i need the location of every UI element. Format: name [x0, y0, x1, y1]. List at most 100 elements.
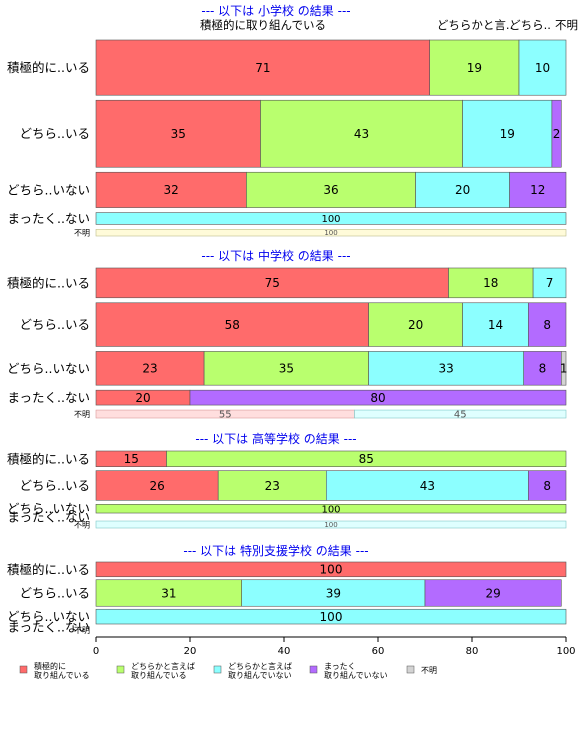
data-label: 1 [560, 362, 568, 376]
data-label: 55 [219, 410, 232, 421]
row-label: まったく..ない [8, 510, 90, 525]
bar-segment [518, 39, 567, 96]
data-label: 19 [467, 61, 482, 75]
data-label: 100 [324, 229, 337, 237]
legend-label: 取り組んでいる [34, 670, 90, 680]
data-label: 20 [135, 391, 150, 405]
data-label: 39 [326, 586, 341, 600]
legend-swatch [19, 665, 28, 674]
data-label: 75 [265, 276, 280, 290]
bar-segment [462, 99, 553, 168]
row-label: どちら..いない [7, 182, 90, 197]
panel-title: --- 以下は 中学校 の結果 --- [201, 248, 350, 263]
bar-segment [424, 579, 562, 607]
row-label: どちら..いる [20, 478, 90, 493]
legend-swatch [116, 665, 125, 674]
bar-segment [203, 351, 369, 386]
data-label: 100 [321, 504, 340, 515]
legend-label: どちらかと言えば [228, 661, 292, 671]
data-label: 36 [323, 183, 338, 197]
x-tick-label: 100 [556, 646, 575, 657]
legend-swatch [213, 665, 222, 674]
bar-segment [95, 520, 567, 529]
legend-label: 取り組んでいない [324, 670, 388, 680]
row-label: どちら..いる [20, 586, 90, 601]
bar-segment [462, 302, 529, 347]
data-label: 35 [279, 362, 294, 376]
x-tick-label: 40 [278, 646, 291, 657]
data-label: 85 [359, 452, 374, 466]
legend-label: 取り組んでいない [228, 670, 292, 680]
row-label: まったく..ない [8, 211, 90, 226]
panel-title: --- 以下は 小学校 の結果 --- [201, 3, 350, 18]
data-label: 23 [142, 362, 157, 376]
row-label: 積極的に..いる [7, 562, 90, 577]
row-label: 不明 [74, 229, 90, 238]
row-label: 不明 [74, 521, 90, 530]
data-label: 18 [483, 276, 498, 290]
bar-segment [95, 561, 567, 578]
data-label: 8 [539, 362, 547, 376]
data-label: 15 [124, 452, 139, 466]
legend-label: まったく [324, 662, 356, 671]
legend-swatch [406, 665, 415, 674]
bar-segment [528, 470, 567, 501]
row-label: どちら..いない [7, 609, 90, 624]
bar-segment [95, 99, 261, 168]
data-label: 8 [543, 318, 551, 332]
bar-segment [415, 171, 510, 208]
data-label: 29 [486, 586, 501, 600]
data-label: 100 [320, 610, 343, 624]
bar-segment [368, 302, 463, 347]
top-category-label: どちらかと言.. [437, 18, 513, 32]
data-label: 2 [553, 127, 561, 141]
row-label: 積極的に..いる [7, 60, 90, 75]
legend-swatch [309, 665, 318, 674]
data-label: 14 [488, 318, 503, 332]
bar-segment [95, 267, 449, 299]
data-label: 45 [454, 410, 467, 421]
data-label: 31 [161, 586, 176, 600]
legend-label: 積極的に [34, 661, 66, 671]
x-tick-label: 20 [184, 646, 197, 657]
bar-segment [166, 450, 567, 467]
bar-segment [523, 351, 562, 386]
bar-segment [95, 39, 431, 96]
top-category-label: 不明 [555, 18, 578, 32]
row-label: まったく..ない [8, 390, 90, 405]
row-label: どちら..いる [20, 126, 90, 141]
data-label: 10 [535, 61, 550, 75]
data-label: 7 [546, 276, 554, 290]
data-label: 100 [320, 563, 343, 577]
bar-segment [95, 351, 205, 386]
x-tick-label: 80 [466, 646, 479, 657]
bar-segment [246, 171, 416, 208]
data-label: 100 [321, 214, 340, 225]
data-label: 58 [225, 318, 240, 332]
legend-label: 不明 [421, 666, 437, 675]
bar-segment [532, 267, 567, 299]
data-label: 100 [324, 521, 337, 529]
data-label: 33 [439, 362, 454, 376]
row-label: どちら..いない [7, 361, 90, 376]
row-label: 積極的に..いる [7, 451, 90, 466]
data-label: 43 [354, 127, 369, 141]
top-category-label: 積極的に取り組んでいる [200, 18, 326, 32]
data-label: 80 [370, 391, 385, 405]
data-label: 71 [255, 61, 270, 75]
x-tick-label: 60 [372, 646, 385, 657]
data-label: 26 [149, 479, 164, 493]
data-label: 19 [500, 127, 515, 141]
legend-label: 取り組んでいる [131, 670, 187, 680]
bar-segment [217, 470, 327, 501]
legend-label: どちらかと言えば [131, 661, 195, 671]
bar-segment [189, 389, 567, 406]
data-label: 35 [171, 127, 186, 141]
bar-segment [551, 99, 562, 168]
data-label: 23 [265, 479, 280, 493]
row-label: どちら..いる [20, 317, 90, 332]
data-label: 20 [455, 183, 470, 197]
bar-segment [325, 470, 529, 501]
